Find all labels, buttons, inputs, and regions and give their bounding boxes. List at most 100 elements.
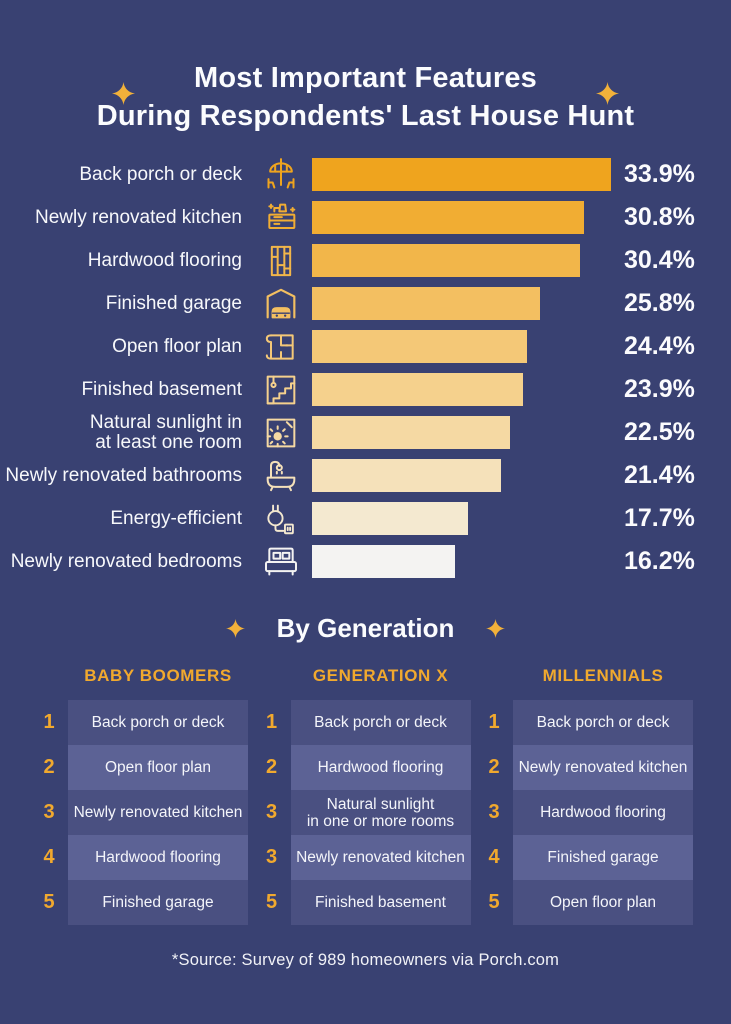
garage-car-icon [250, 284, 312, 324]
sparkle-icon [112, 82, 135, 105]
bar-value: 21.4% [624, 461, 695, 490]
rank-row: 2 Hardwood flooring [261, 745, 471, 791]
bar-label: Newly renovated bedrooms [10, 550, 242, 572]
bar-row: Hardwood flooring 30.4% [0, 239, 731, 282]
rank-label: Open floor plan [68, 745, 248, 791]
column-baby-boomers: BABY BOOMERS 1 Back porch or deck 2 Open… [38, 666, 248, 926]
column-header: GENERATION X [312, 666, 449, 686]
bar-segment [312, 201, 584, 235]
bar-value: 16.2% [624, 547, 695, 576]
rank-label: Finished garage [68, 880, 248, 926]
plug-icon [250, 500, 312, 538]
bar-value: 23.9% [624, 375, 695, 404]
bar-segment [312, 244, 581, 278]
rank-number: 5 [43, 891, 55, 914]
rank-number: 2 [43, 756, 55, 779]
bar-label: Hardwood flooring [87, 249, 242, 271]
bar-chart: Back porch or deck 33.9% Newly renovated… [0, 153, 731, 583]
rank-label: Newly renovated kitchen [68, 790, 248, 836]
rank-row: 2 Newly renovated kitchen [483, 745, 693, 791]
bar-segment [312, 287, 540, 321]
bar-row: Newly renovated bathrooms 21.4% [0, 454, 731, 497]
sparkle-icon [486, 619, 506, 639]
rank-number: 2 [265, 756, 278, 779]
sparkle-icon [225, 619, 245, 639]
rank-row: 3 Natural sunlight in one or more rooms [261, 790, 471, 836]
rank-label: Hardwood flooring [68, 835, 248, 881]
rank-number: 3 [488, 801, 500, 824]
sparkle-icon [596, 82, 619, 105]
bar-track [312, 416, 611, 450]
rank-row: 3 Newly renovated kitchen [38, 790, 248, 836]
rank-label: Newly renovated kitchen [513, 745, 693, 791]
bar-row: Newly renovated bedrooms 16.2% [0, 540, 731, 583]
column-millennials: MILLENNIALS 1 Back porch or deck 2 Newly… [483, 666, 693, 926]
bar-track [312, 502, 611, 536]
bar-value: 30.4% [624, 246, 695, 275]
rank-label: Finished basement [290, 880, 471, 926]
bar-value: 17.7% [624, 504, 695, 533]
column-generation-x: GENERATION X 1 Back porch or deck 2 Hard… [261, 666, 471, 926]
bar-track [312, 287, 611, 321]
bar-label: Finished basement [81, 378, 242, 400]
rank-number: 1 [488, 711, 500, 734]
rank-number: 5 [488, 891, 500, 914]
generation-columns: BABY BOOMERS 1 Back porch or deck 2 Open… [0, 666, 731, 926]
source-note: *Source: Survey of 989 homeowners via Po… [171, 951, 560, 970]
rank-label: Newly renovated kitchen [290, 835, 471, 881]
rank-row: 1 Back porch or deck [483, 700, 693, 746]
rank-row: 3 Hardwood flooring [483, 790, 693, 836]
bar-track [312, 201, 611, 235]
rank-label: Hardwood flooring [513, 790, 693, 836]
page-title-line2: During Respondents' Last House Hunt [96, 99, 635, 132]
rank-label: Hardwood flooring [290, 745, 471, 791]
by-generation-title: By Generation [276, 613, 455, 644]
rank-number: 4 [43, 846, 55, 869]
bar-label: Natural sunlight in at least one room [89, 411, 242, 453]
rank-number: 1 [265, 711, 278, 734]
title-block: Most Important Features During Responden… [0, 0, 731, 135]
bar-row: Energy-efficient 17.7% [0, 497, 731, 540]
page-title-line1: Most Important Features [194, 62, 537, 94]
bar-label: Finished garage [105, 292, 242, 314]
bar-row: Newly renovated kitchen 30.8% [0, 196, 731, 239]
bar-segment [312, 158, 611, 192]
rank-row: 4 Finished garage [483, 835, 693, 881]
bar-label: Newly renovated bathrooms [5, 464, 242, 486]
rank-row: 5 Finished basement [261, 880, 471, 926]
bar-value: 33.9% [624, 160, 695, 189]
rank-number: 3 [265, 846, 278, 869]
bar-value: 30.8% [624, 203, 695, 232]
bar-value: 25.8% [624, 289, 695, 318]
bar-track [312, 545, 611, 579]
rank-label: Open floor plan [513, 880, 693, 926]
rank-row: 5 Open floor plan [483, 880, 693, 926]
rank-label: Finished garage [513, 835, 693, 881]
rank-number: 1 [43, 711, 55, 734]
bar-row: Natural sunlight in at least one room 22… [0, 411, 731, 454]
rank-row: 2 Open floor plan [38, 745, 248, 791]
rank-label: Back porch or deck [68, 700, 248, 746]
rank-number: 3 [43, 801, 55, 824]
bar-label: Back porch or deck [79, 163, 242, 185]
bar-track [312, 158, 611, 192]
rank-row: 1 Back porch or deck [38, 700, 248, 746]
bar-row: Finished basement 23.9% [0, 368, 731, 411]
rank-row: 3 Newly renovated kitchen [261, 835, 471, 881]
rank-number: 2 [488, 756, 500, 779]
bar-value: 22.5% [624, 418, 695, 447]
bar-value: 24.4% [624, 332, 695, 361]
rank-row: 4 Hardwood flooring [38, 835, 248, 881]
patio-umbrella-icon [250, 155, 312, 195]
column-header: MILLENNIALS [542, 666, 664, 686]
by-generation-heading: By Generation [0, 613, 731, 644]
bathtub-icon [250, 456, 312, 496]
bar-row: Finished garage 25.8% [0, 282, 731, 325]
rank-label: Back porch or deck [513, 700, 693, 746]
flooring-icon [250, 241, 312, 281]
rank-number: 4 [488, 846, 500, 869]
rank-number: 5 [265, 891, 278, 914]
floor-plan-icon [250, 327, 312, 367]
rank-label: Back porch or deck [290, 700, 471, 746]
